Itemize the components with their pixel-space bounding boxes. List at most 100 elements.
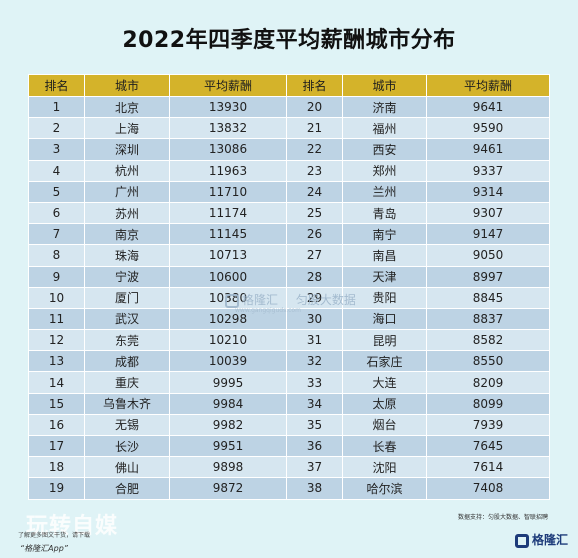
city-cell: 广州 <box>84 180 170 203</box>
table-row: 15 乌鲁木齐 9984 34 太原 8099 <box>28 392 550 415</box>
rank-cell: 11 <box>28 307 85 331</box>
city-cell: 西安 <box>342 138 427 161</box>
salary-cell: 9147 <box>426 223 550 246</box>
gelonghui-logo-icon <box>225 293 239 308</box>
header-salary: 平均薪酬 <box>426 74 550 97</box>
rank-cell: 24 <box>286 180 343 203</box>
salary-cell: 9461 <box>426 138 550 161</box>
rank-cell: 23 <box>286 159 343 182</box>
salary-cell: 8099 <box>426 392 550 415</box>
salary-cell: 9337 <box>426 159 550 182</box>
rank-cell: 34 <box>286 392 343 415</box>
watermark: 格隆汇 匀股大数据 <box>225 291 356 308</box>
city-cell: 宁波 <box>84 265 170 288</box>
city-cell: 兰州 <box>342 180 427 203</box>
table-row: 16 无锡 9982 35 烟台 7939 <box>28 413 550 437</box>
page-title: 2022年四季度平均薪酬城市分布 <box>122 28 456 53</box>
salary-cell: 8997 <box>426 265 550 288</box>
salary-cell: 13930 <box>169 95 287 119</box>
city-cell: 青岛 <box>342 201 427 225</box>
rank-cell: 36 <box>286 434 343 458</box>
salary-cell: 9641 <box>426 95 550 119</box>
city-cell: 南宁 <box>342 223 427 246</box>
salary-cell: 11710 <box>169 180 287 203</box>
table-row: 3 深圳 13086 22 西安 9461 <box>28 138 550 161</box>
header-salary: 平均薪酬 <box>169 74 287 97</box>
footer-app: “格隆汇App” <box>20 544 68 553</box>
salary-cell: 8550 <box>426 350 550 373</box>
salary-cell: 8582 <box>426 329 550 352</box>
salary-cell: 8209 <box>426 371 550 394</box>
city-cell: 杭州 <box>84 159 170 182</box>
city-cell: 大连 <box>342 371 427 394</box>
table-row: 1 北京 13930 20 济南 9641 <box>28 95 550 119</box>
rank-cell: 14 <box>28 371 85 394</box>
rank-cell: 32 <box>286 350 343 373</box>
salary-cell: 9307 <box>426 201 550 225</box>
table-row: 7 南京 11145 26 南宁 9147 <box>28 223 550 246</box>
city-cell: 武汉 <box>84 307 170 331</box>
watermark-partner: 匀股大数据 <box>295 293 356 307</box>
city-cell: 成都 <box>84 350 170 373</box>
salary-cell: 10600 <box>169 265 287 288</box>
city-cell: 无锡 <box>84 413 170 437</box>
city-cell: 南京 <box>84 223 170 246</box>
rank-cell: 15 <box>28 392 85 415</box>
salary-cell: 9050 <box>426 244 550 267</box>
city-cell: 济南 <box>342 95 427 119</box>
table-row: 14 重庆 9995 33 大连 8209 <box>28 371 550 394</box>
header-city: 城市 <box>84 74 170 97</box>
rank-cell: 22 <box>286 138 343 161</box>
city-cell: 昆明 <box>342 329 427 352</box>
rank-cell: 7 <box>28 223 85 246</box>
rank-cell: 10 <box>28 286 85 309</box>
salary-cell: 9590 <box>426 117 550 140</box>
rank-cell: 1 <box>28 95 85 119</box>
salary-cell: 8837 <box>426 307 550 331</box>
rank-cell: 3 <box>28 138 85 161</box>
rank-cell: 9 <box>28 265 85 288</box>
rank-cell: 35 <box>286 413 343 437</box>
city-cell: 石家庄 <box>342 350 427 373</box>
rank-cell: 21 <box>286 117 343 140</box>
rank-cell: 25 <box>286 201 343 225</box>
brand-name: 格隆汇 <box>532 533 569 547</box>
gelonghui-logo-icon <box>515 533 529 548</box>
city-cell: 重庆 <box>84 371 170 394</box>
salary-cell: 10039 <box>169 350 287 373</box>
rank-cell: 5 <box>28 180 85 203</box>
salary-table: 排名 城市 平均薪酬 排名 城市 平均薪酬 1 北京 13930 20 济南 9641 2 上… <box>28 74 550 500</box>
salary-cell: 11145 <box>169 223 287 246</box>
city-cell: 哈尔滨 <box>342 477 427 500</box>
salary-cell: 7614 <box>426 456 550 479</box>
city-cell: 合肥 <box>84 477 170 500</box>
salary-cell: 7645 <box>426 434 550 458</box>
salary-cell: 11963 <box>169 159 287 182</box>
table-row: 18 佛山 9898 37 沈阳 7614 <box>28 456 550 479</box>
table-row: 10 厦门 10380 29 贵阳 8845 <box>28 286 550 309</box>
header-rank: 排名 <box>28 74 85 97</box>
city-cell: 太原 <box>342 392 427 415</box>
rank-cell: 26 <box>286 223 343 246</box>
city-cell: 长春 <box>342 434 427 458</box>
salary-cell: 9898 <box>169 456 287 479</box>
table-row: 12 东莞 10210 31 昆明 8582 <box>28 329 550 352</box>
salary-cell: 7408 <box>426 477 550 500</box>
rank-cell: 17 <box>28 434 85 458</box>
rank-cell: 16 <box>28 413 85 437</box>
rank-cell: 33 <box>286 371 343 394</box>
watermark-url: www.gangqiguds.com <box>235 307 301 314</box>
table-row: 6 苏州 11174 25 青岛 9307 <box>28 201 550 225</box>
salary-cell: 8845 <box>426 286 550 309</box>
header-rank: 排名 <box>286 74 343 97</box>
rank-cell: 37 <box>286 456 343 479</box>
salary-cell: 7939 <box>426 413 550 437</box>
salary-cell: 9984 <box>169 392 287 415</box>
rank-cell: 38 <box>286 477 343 500</box>
table-header-row: 排名 城市 平均薪酬 排名 城市 平均薪酬 <box>28 74 550 97</box>
city-cell: 北京 <box>84 95 170 119</box>
salary-cell: 9982 <box>169 413 287 437</box>
city-cell: 福州 <box>342 117 427 140</box>
city-cell: 东莞 <box>84 329 170 352</box>
city-cell: 天津 <box>342 265 427 288</box>
